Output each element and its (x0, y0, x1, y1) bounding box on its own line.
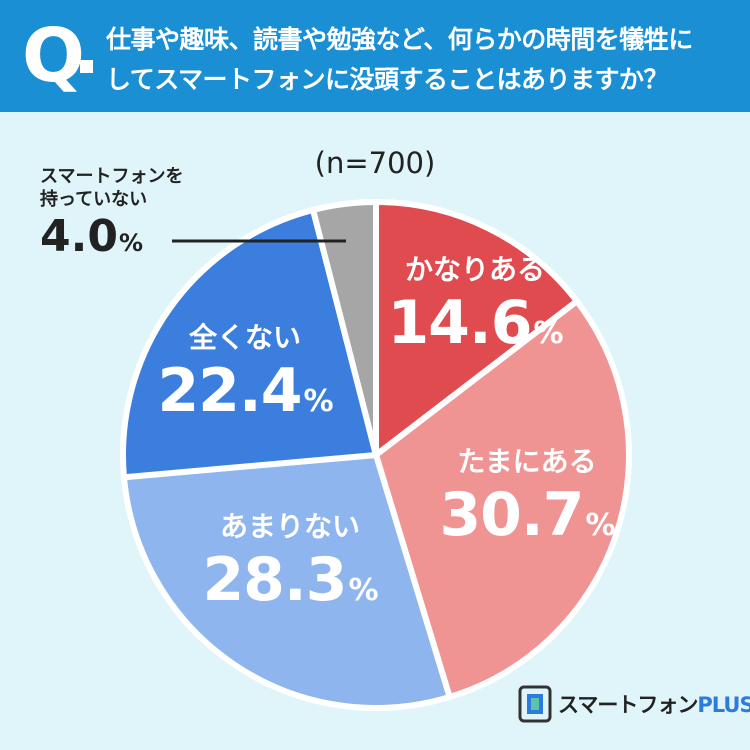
slice-tamani-aru (373, 298, 632, 701)
question-line-1: 仕事や趣味、読書や勉強など、何らかの時間を犠牲に (106, 25, 693, 54)
slice-name-line-2: 持っていない (40, 189, 148, 210)
q-dot (80, 60, 93, 73)
slice-unit: % (533, 316, 563, 351)
slice-label-kanari-aru: かなりある 14.6% (380, 248, 570, 369)
slice-label-no-smartphone: スマートフォンを 持っていない 4.0% (40, 165, 183, 269)
slice-value: 4.0 (40, 211, 118, 262)
slice-name: たまにある (457, 445, 597, 478)
slice-value: 28.3 (202, 545, 347, 615)
logo-name: スマートフォン (558, 693, 698, 717)
slice-name: かなりある (404, 253, 545, 286)
question-line-2: してスマートフォンに没頭することはありますか？ (106, 65, 669, 94)
slice-amari-nai (120, 452, 453, 711)
question-header: Q 仕事や趣味、読書や勉強など、何らかの時間を犠牲に してスマートフォンに没頭す… (0, 0, 750, 112)
slice-mattaku-nai (120, 206, 379, 481)
slice-value: 14.6 (387, 288, 532, 358)
q-mark: Q (22, 13, 85, 99)
slice-unit: % (303, 384, 333, 419)
slice-label-amari-nai: あまりない 28.3% (170, 505, 410, 626)
slice-name: 全くない (188, 321, 301, 354)
slice-unit: % (585, 508, 615, 543)
slice-value: 30.7 (439, 480, 584, 550)
slice-unit: % (348, 573, 378, 608)
slice-no-smartphone (310, 199, 379, 458)
slice-unit: % (118, 229, 143, 257)
logo-plus: PLUS (697, 693, 750, 717)
slice-name-line-1: スマートフォンを (40, 166, 184, 187)
brand-logo: スマートフォンPLUS (518, 685, 750, 723)
slice-label-mattaku-nai: 全くない 22.4% (145, 316, 345, 437)
slice-name: あまりない (219, 510, 360, 543)
slice-value: 22.4 (157, 356, 302, 426)
slice-label-tamani-aru: たまにある 30.7% (412, 440, 642, 561)
slice-kanari-aru (373, 199, 580, 458)
sample-size: (n=700) (314, 146, 436, 180)
logo-icon (518, 685, 552, 723)
